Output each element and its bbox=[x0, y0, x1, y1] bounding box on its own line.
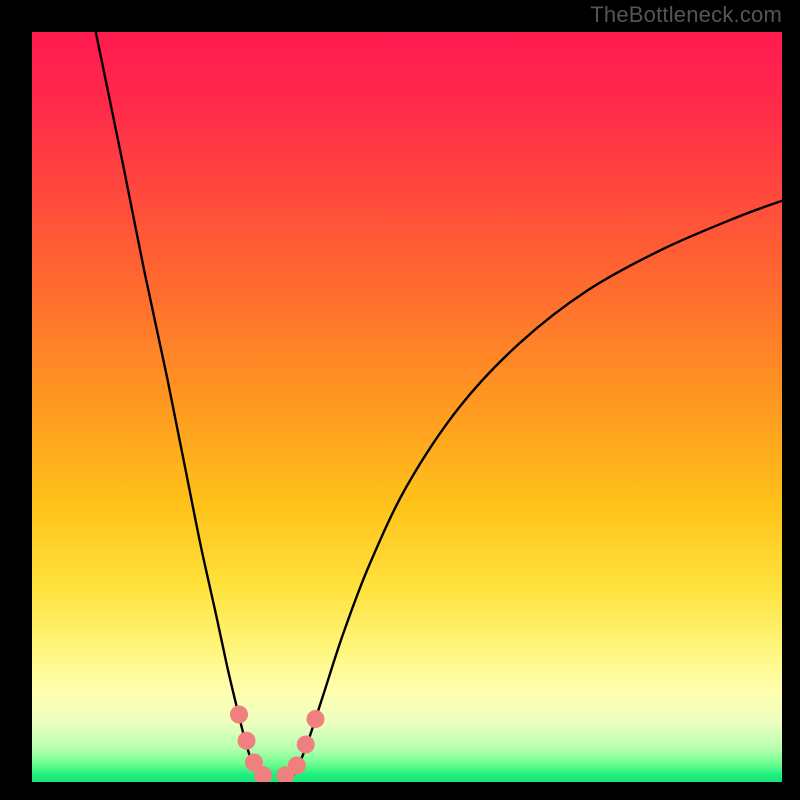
plot-frame bbox=[32, 32, 782, 782]
marker-point bbox=[238, 732, 256, 750]
marker-point bbox=[307, 710, 325, 728]
chart-svg bbox=[32, 32, 782, 782]
right-curve bbox=[293, 201, 782, 776]
left-curve bbox=[96, 32, 259, 776]
marker-point bbox=[230, 706, 248, 724]
attribution-text: TheBottleneck.com bbox=[590, 2, 782, 28]
marker-group bbox=[230, 706, 325, 783]
marker-point bbox=[288, 757, 306, 775]
marker-point bbox=[297, 736, 315, 754]
plot-area bbox=[32, 32, 782, 782]
